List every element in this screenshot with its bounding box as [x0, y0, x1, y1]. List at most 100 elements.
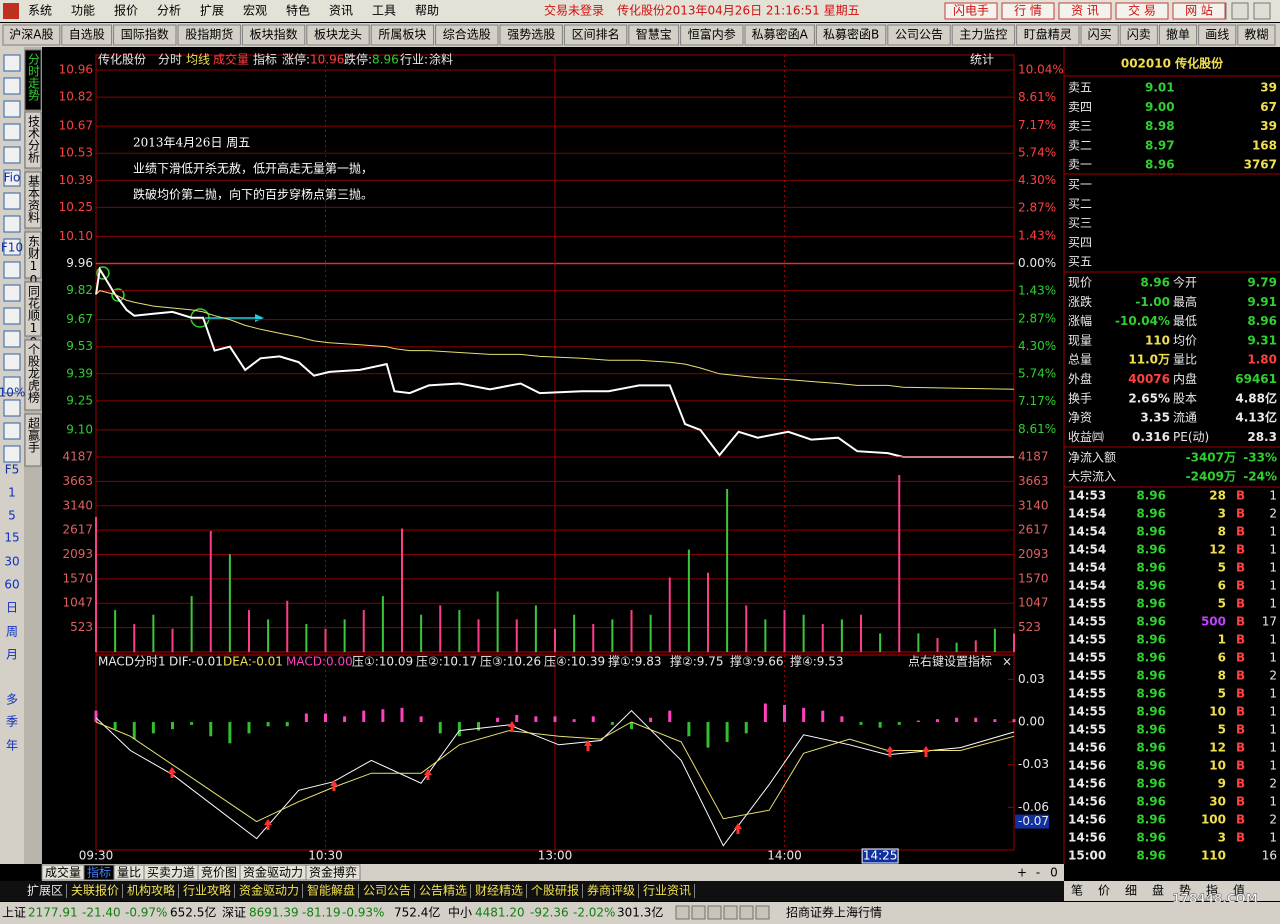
- side-icon[interactable]: [3, 376, 21, 394]
- toolbar-button[interactable]: [951, 24, 1016, 46]
- period[interactable]: 60: [4, 578, 19, 592]
- toolbar-button[interactable]: [499, 24, 563, 46]
- chart-header-item[interactable]: 指标: [253, 52, 277, 67]
- side-tab[interactable]: [24, 231, 42, 279]
- side-icon[interactable]: [3, 215, 21, 233]
- toolbar-button[interactable]: [1237, 24, 1276, 46]
- period[interactable]: 月: [6, 648, 18, 662]
- menu-item[interactable]: 分析: [157, 4, 181, 18]
- toolbar-button[interactable]: [1119, 24, 1158, 46]
- toolbar-button[interactable]: [1080, 24, 1119, 46]
- side-tab[interactable]: [24, 49, 42, 111]
- side-icon[interactable]: [3, 123, 21, 141]
- period[interactable]: 日: [6, 601, 18, 615]
- side-icon[interactable]: [3, 77, 21, 95]
- toolbar-button[interactable]: [2, 24, 61, 46]
- toolbar-button[interactable]: [744, 24, 815, 46]
- side-icon[interactable]: [3, 422, 21, 440]
- zoom-button[interactable]: +: [1017, 866, 1027, 880]
- side-icon[interactable]: [3, 146, 21, 164]
- quote-tab[interactable]: 值: [1233, 883, 1245, 898]
- info-tab[interactable]: 财经精选: [475, 884, 523, 898]
- info-tab[interactable]: 行业资讯: [643, 884, 691, 898]
- toolbar-button[interactable]: [306, 24, 370, 46]
- toolbar-button[interactable]: [815, 24, 887, 46]
- side-icon[interactable]: [3, 169, 21, 187]
- quote-tab[interactable]: 盘: [1152, 883, 1164, 898]
- zoom-button[interactable]: -: [1036, 866, 1040, 880]
- toolbar-button[interactable]: [1158, 24, 1198, 46]
- maximize[interactable]: [1231, 2, 1249, 20]
- menu-item[interactable]: 系统: [28, 4, 52, 18]
- quote-tab[interactable]: 笔: [1071, 883, 1083, 898]
- menu-item[interactable]: 扩展: [200, 4, 224, 18]
- info-tab[interactable]: 关联报价: [71, 883, 119, 898]
- side-tab[interactable]: [24, 111, 42, 169]
- toolbar-button[interactable]: [563, 24, 628, 46]
- period[interactable]: 多: [6, 693, 18, 707]
- side-icon[interactable]: [3, 284, 21, 302]
- toolbar-button[interactable]: [435, 24, 499, 46]
- close[interactable]: [1253, 2, 1271, 20]
- toolbar-button[interactable]: [887, 24, 951, 46]
- side-tab[interactable]: [24, 413, 42, 467]
- info-tab[interactable]: 扩展区: [27, 884, 63, 898]
- period[interactable]: 30: [4, 555, 19, 569]
- quote-tab[interactable]: 指: [1206, 883, 1218, 898]
- side-icon[interactable]: [3, 399, 21, 417]
- period[interactable]: 5: [8, 509, 16, 523]
- info-tab[interactable]: 公告精选: [419, 884, 467, 898]
- side-tab[interactable]: [24, 171, 42, 229]
- top-button[interactable]: [1001, 2, 1055, 20]
- side-icon[interactable]: [3, 330, 21, 348]
- macd-hint[interactable]: 点右键设置指标: [908, 654, 992, 669]
- side-icon[interactable]: [3, 261, 21, 279]
- menu-item[interactable]: 报价: [114, 3, 138, 18]
- chart-header-item[interactable]: 分时: [158, 53, 182, 67]
- chart-header-item[interactable]: 均线: [186, 53, 210, 67]
- info-tab[interactable]: 券商评级: [587, 883, 635, 898]
- side-tab[interactable]: [24, 281, 42, 337]
- toolbar-button[interactable]: [113, 24, 177, 46]
- side-icon[interactable]: [3, 100, 21, 118]
- info-tab[interactable]: 行业攻略: [183, 883, 231, 898]
- toolbar-button[interactable]: [1198, 24, 1237, 46]
- period[interactable]: 周: [6, 625, 18, 639]
- period[interactable]: 季: [6, 715, 18, 729]
- toolbar-button[interactable]: [61, 24, 113, 46]
- toolbar-button[interactable]: [680, 24, 744, 46]
- side-icon[interactable]: [3, 238, 21, 256]
- period[interactable]: 1: [8, 486, 16, 500]
- period[interactable]: 年: [6, 739, 18, 753]
- toolbar-button[interactable]: [177, 24, 241, 46]
- menu-item[interactable]: 资讯: [329, 4, 353, 18]
- side-icon[interactable]: [3, 54, 21, 72]
- side-icon[interactable]: [3, 353, 21, 371]
- zoom-button[interactable]: 0: [1050, 866, 1058, 880]
- info-tab[interactable]: 智能解盘: [307, 883, 355, 898]
- top-button[interactable]: [1172, 2, 1226, 20]
- top-button[interactable]: [1115, 2, 1169, 20]
- quote-tab[interactable]: 价: [1098, 884, 1110, 898]
- side-icon[interactable]: [3, 445, 21, 463]
- chart-header-item[interactable]: 成交量: [213, 52, 249, 67]
- info-tab[interactable]: 资金驱动力: [239, 883, 299, 898]
- quote-tab[interactable]: 势: [1179, 884, 1191, 898]
- side-icon[interactable]: [3, 307, 21, 325]
- side-icon[interactable]: [3, 192, 21, 210]
- quote-tab[interactable]: 细: [1125, 884, 1137, 898]
- info-tab[interactable]: 个股研报: [531, 883, 579, 898]
- bottom-tab[interactable]: [305, 864, 361, 881]
- stats-button[interactable]: 统计: [970, 53, 994, 67]
- toolbar-button[interactable]: [241, 24, 306, 46]
- menu-item[interactable]: 帮助: [415, 4, 439, 18]
- toolbar-button[interactable]: [370, 24, 435, 46]
- period[interactable]: 15: [4, 531, 19, 545]
- menu-item[interactable]: 特色: [286, 3, 310, 18]
- info-tab[interactable]: 机构攻略: [127, 883, 175, 898]
- top-button[interactable]: [944, 2, 998, 20]
- toolbar-button[interactable]: [628, 24, 680, 46]
- macd-close[interactable]: ×: [1002, 655, 1012, 669]
- menu-item[interactable]: 工具: [372, 4, 396, 18]
- menu-item[interactable]: 宏观: [243, 3, 267, 18]
